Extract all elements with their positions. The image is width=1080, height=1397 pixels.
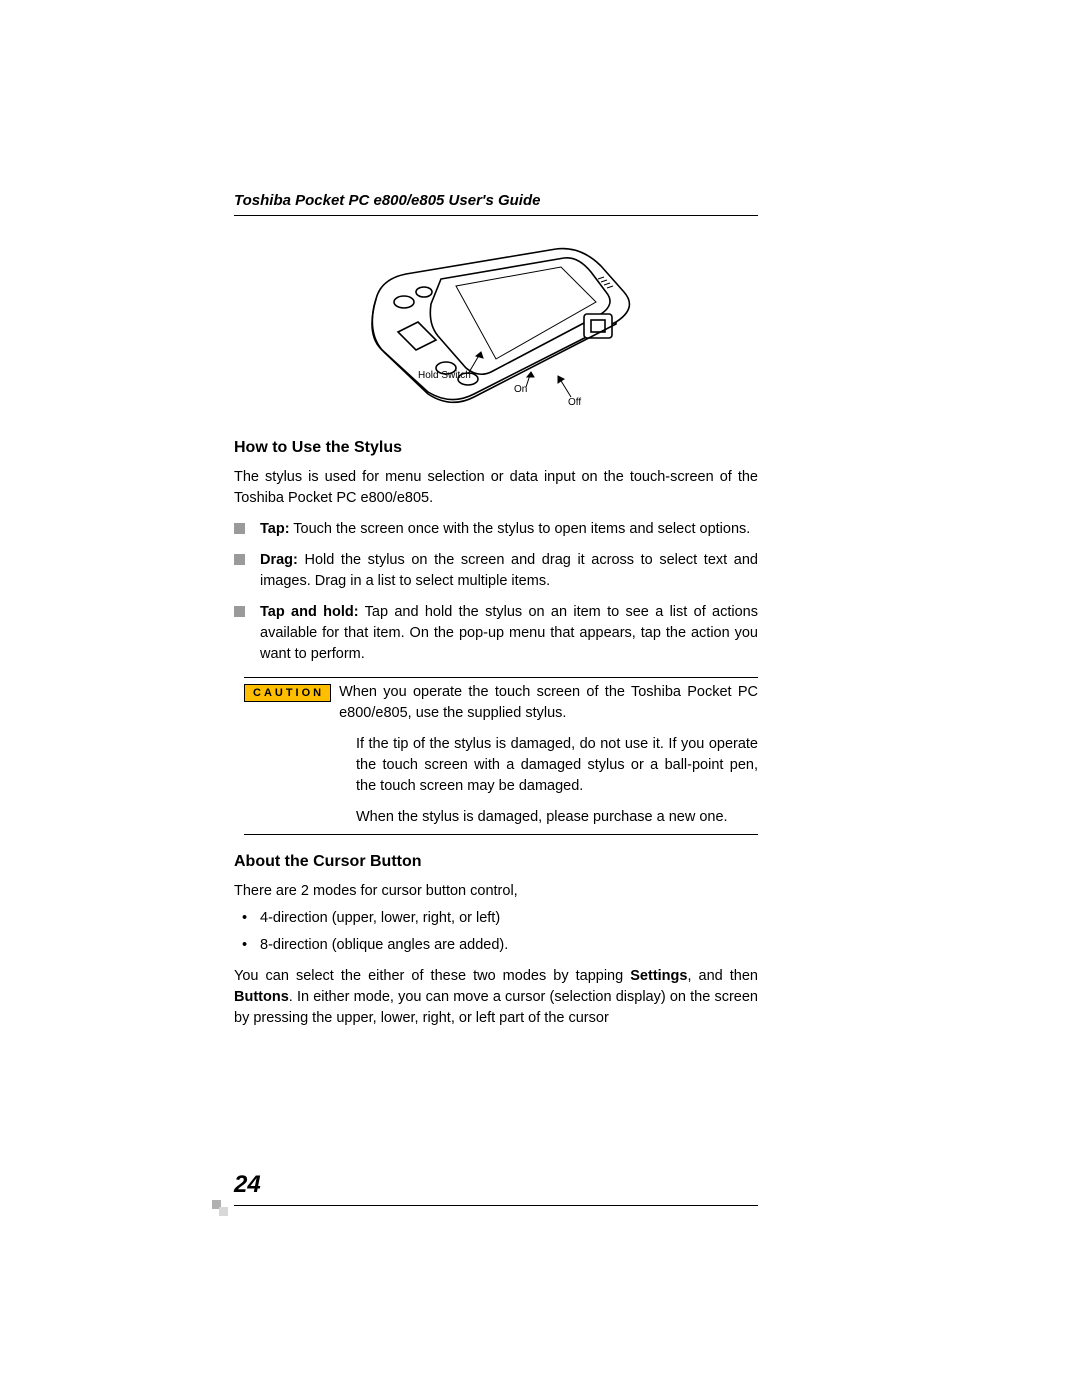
running-header: Toshiba Pocket PC e800/e805 User's Guide bbox=[234, 192, 758, 216]
caution-block: CAUTION When you operate the touch scree… bbox=[244, 677, 758, 835]
text-run: You can select the either of these two m… bbox=[234, 968, 630, 984]
label-hold-switch: Hold Switch bbox=[418, 370, 471, 381]
text-bold: Settings bbox=[630, 968, 687, 984]
pocket-pc-line-art: Hold Switch On Off bbox=[346, 244, 646, 419]
list-item: Drag: Hold the stylus on the screen and … bbox=[234, 550, 758, 592]
bullet-text: Hold the stylus on the screen and drag i… bbox=[260, 552, 758, 589]
footer-ornament-icon bbox=[212, 1200, 230, 1218]
list-item: 8-direction (oblique angles are added). bbox=[234, 935, 758, 956]
list-item: Tap: Touch the screen once with the styl… bbox=[234, 519, 758, 540]
caution-p2: If the tip of the stylus is damaged, do … bbox=[356, 734, 758, 797]
bullet-label: Tap: bbox=[260, 521, 290, 537]
list-item: Tap and hold: Tap and hold the stylus on… bbox=[234, 602, 758, 665]
bullet-text: Touch the screen once with the stylus to… bbox=[290, 521, 751, 537]
cursor-outro: You can select the either of these two m… bbox=[234, 966, 758, 1029]
caution-p3: When the stylus is damaged, please purch… bbox=[356, 807, 758, 828]
label-on: On bbox=[514, 384, 527, 395]
stylus-intro: The stylus is used for menu selection or… bbox=[234, 467, 758, 509]
page-number: 24 bbox=[234, 1171, 261, 1199]
label-off: Off bbox=[568, 397, 581, 408]
text-run: , and then bbox=[687, 968, 758, 984]
caution-badge: CAUTION bbox=[244, 684, 331, 702]
footer-rule bbox=[234, 1205, 758, 1206]
device-illustration: Hold Switch On Off bbox=[234, 244, 758, 419]
bullet-label: Drag: bbox=[260, 552, 298, 568]
stylus-bullets: Tap: Touch the screen once with the styl… bbox=[234, 519, 758, 665]
text-run: . In either mode, you can move a cursor … bbox=[234, 989, 758, 1026]
caution-p1: When you operate the touch screen of the… bbox=[339, 682, 758, 724]
text-bold: Buttons bbox=[234, 989, 289, 1005]
bullet-label: Tap and hold: bbox=[260, 604, 359, 620]
section-title-cursor: About the Cursor Button bbox=[234, 853, 758, 871]
cursor-intro: There are 2 modes for cursor button cont… bbox=[234, 881, 758, 902]
cursor-bullets: 4-direction (upper, lower, right, or lef… bbox=[234, 908, 758, 956]
list-item: 4-direction (upper, lower, right, or lef… bbox=[234, 908, 758, 929]
section-title-stylus: How to Use the Stylus bbox=[234, 439, 758, 457]
page-content: Toshiba Pocket PC e800/e805 User's Guide bbox=[234, 192, 758, 1039]
